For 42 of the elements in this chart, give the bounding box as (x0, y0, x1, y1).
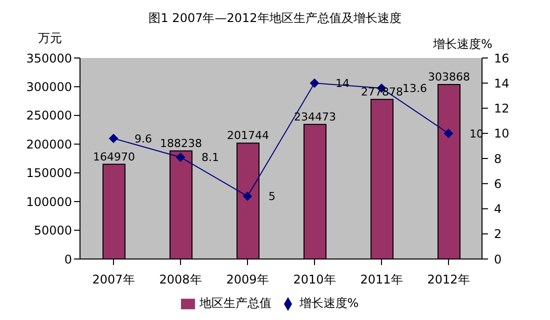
point (444, 128, 453, 138)
legend-label: 增长速度% (299, 296, 359, 310)
y-axis-title: 万元 (38, 30, 62, 47)
y-tick-label: 50000 (34, 224, 72, 238)
x-tick-label: 2007年 (92, 272, 135, 287)
x-tick-label: 2009年 (226, 272, 269, 287)
y2-tick-label: 14 (494, 76, 510, 90)
chart-title: 图1 2007年—2012年地区生产总值及增长速度 (148, 10, 402, 27)
y-tick-label: 200000 (26, 137, 72, 152)
y2-tick-label: 2 (494, 227, 502, 242)
x-tick-label: 2012年 (427, 272, 470, 287)
data-label: 8.1 (202, 151, 219, 164)
data-label: 13.6 (402, 82, 427, 96)
data-label: 303868 (428, 70, 470, 84)
data-label: 234473 (294, 110, 336, 124)
y-tick-label: 250000 (26, 108, 72, 123)
y2-tick-label: 12 (494, 102, 510, 116)
data-label: 188238 (160, 136, 202, 150)
point (109, 134, 118, 143)
y2-tick-label: 4 (494, 202, 502, 216)
x-tick-label: 2011年 (360, 272, 403, 287)
y-tick-label: 300000 (26, 80, 72, 94)
point (176, 152, 185, 162)
y-tick-label: 150000 (26, 166, 72, 180)
y2-tick-label: 16 (494, 51, 510, 66)
y-tick-label: 100000 (26, 194, 72, 209)
y-tick-label: 350000 (26, 51, 72, 66)
data-label: 9.6 (134, 132, 152, 146)
y2-tick-label: 10 (494, 126, 510, 141)
x-tick-label: 2010年 (293, 272, 336, 287)
y2-tick-label: 8 (494, 152, 502, 166)
legend-label: 地区生产总值 (199, 296, 272, 310)
data-label: 5 (268, 190, 276, 204)
x-tick-label: 2008年 (159, 272, 202, 287)
data-label: 201744 (227, 129, 269, 142)
y-tick-label: 0 (64, 252, 72, 266)
y2-tick-label: 0 (494, 252, 502, 266)
y2-axis-title: 增长速度% (433, 36, 492, 53)
data-label: 164970 (93, 150, 135, 164)
point (243, 192, 252, 201)
point (310, 78, 319, 88)
y2-tick-label: 6 (494, 176, 502, 191)
